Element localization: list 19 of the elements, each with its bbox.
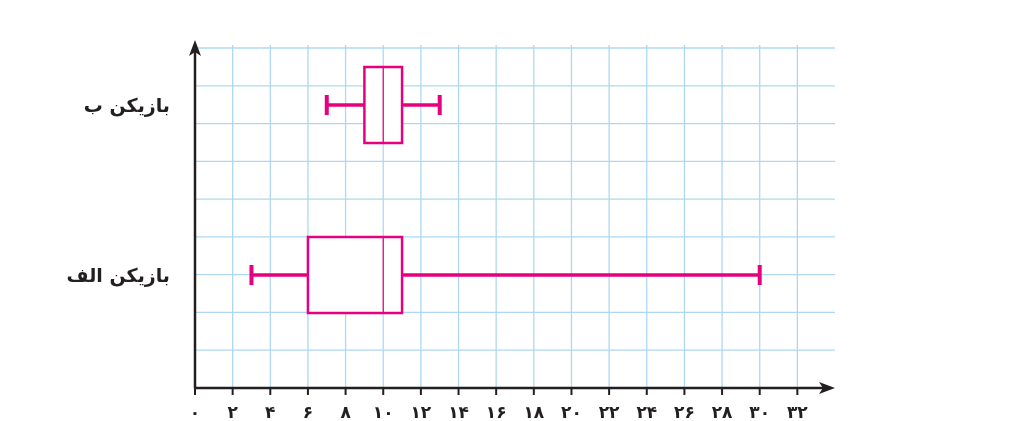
x-tick-label: ۴ bbox=[265, 402, 276, 421]
x-tick-label: ۳۲ bbox=[786, 402, 809, 421]
x-tick-label: ۱۴ bbox=[448, 402, 469, 421]
x-tick-label: ۱۶ bbox=[485, 402, 507, 421]
x-tick-label: ۲۸ bbox=[711, 402, 734, 421]
x-tick-label: ۰ bbox=[189, 402, 201, 421]
y-tick-label: بازیکن الف bbox=[66, 264, 170, 287]
x-tick-label: ۶ bbox=[302, 402, 314, 421]
x-tick-label: ۲ bbox=[227, 402, 239, 421]
x-tick-label: ۱۸ bbox=[523, 402, 545, 421]
x-tick-label: ۳۰ bbox=[749, 402, 771, 421]
x-tick-label: ۱۲ bbox=[410, 402, 432, 421]
x-tick-label: ۸ bbox=[340, 402, 352, 421]
x-tick-label: ۱۰ bbox=[372, 402, 394, 421]
y-tick-label: بازیکن ب bbox=[83, 94, 170, 117]
x-tick-label: ۲۴ bbox=[636, 402, 658, 421]
x-tick-label: ۲۶ bbox=[674, 402, 695, 421]
x-tick-label: ۲۰ bbox=[561, 402, 582, 421]
x-tick-label: ۲۲ bbox=[598, 402, 621, 421]
